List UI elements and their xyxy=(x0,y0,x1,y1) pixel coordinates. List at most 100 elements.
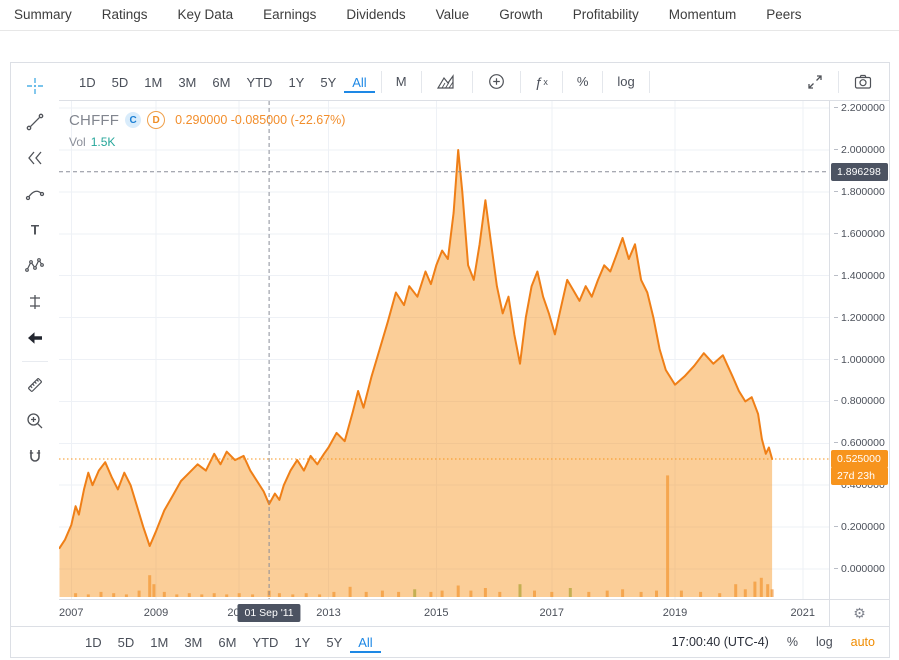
price-tick-label: 0.600000 xyxy=(834,437,885,449)
countdown-badge: 27d 23h xyxy=(831,467,888,485)
gear-icon[interactable]: ⚙ xyxy=(853,605,866,621)
current-price-badge: 0.525000 xyxy=(831,450,888,468)
log-scale-button[interactable]: log xyxy=(609,70,642,93)
log-scale-toggle[interactable]: log xyxy=(815,635,833,649)
svg-text:T: T xyxy=(31,223,40,238)
arrow-icon[interactable] xyxy=(18,322,52,354)
toolbar-divider xyxy=(22,361,48,362)
tab-value[interactable]: Value xyxy=(435,7,470,22)
time-tick-label: 2007 xyxy=(59,607,84,619)
price-tick-label: 1.200000 xyxy=(834,312,885,324)
compare-plus-icon[interactable] xyxy=(479,68,514,95)
tab-momentum[interactable]: Momentum xyxy=(668,7,737,22)
range-6m[interactable]: 6M xyxy=(204,71,238,93)
bottom-range-ytd[interactable]: YTD xyxy=(244,631,286,653)
price-tick-label: 2.200000 xyxy=(834,102,885,114)
tab-peers[interactable]: Peers xyxy=(766,7,802,22)
site-nav-tabs: Summary Ratings Key Data Earnings Dividends V… xyxy=(0,0,899,31)
bottom-range-1y[interactable]: 1Y xyxy=(286,631,318,653)
tab-earnings[interactable]: Earnings xyxy=(263,7,317,22)
toolbar-separator xyxy=(602,70,604,93)
time-tick-label: 2019 xyxy=(662,607,688,619)
time-tick-label: 2021 xyxy=(790,607,816,619)
time-tick-label: 2009 xyxy=(143,607,169,619)
price-chart[interactable] xyxy=(59,101,829,599)
toolbar-right xyxy=(798,68,881,96)
range-1m[interactable]: 1M xyxy=(136,71,170,93)
tab-growth[interactable]: Growth xyxy=(499,7,543,22)
tab-profitability[interactable]: Profitability xyxy=(572,7,639,22)
text-icon[interactable]: T xyxy=(18,214,52,246)
clock-display[interactable]: 17:00:40 (UTC-4) xyxy=(671,635,769,649)
bottom-range-6m[interactable]: 6M xyxy=(210,631,244,653)
interval-badge-icon[interactable]: D xyxy=(147,111,166,129)
drawing-toolbar: T xyxy=(11,63,59,626)
crosshair-price-badge: 1.896298 xyxy=(831,162,888,181)
crosshair-date-badge: 01 Sep '11 xyxy=(237,604,301,622)
toolbar-separator xyxy=(648,70,650,93)
toolbar-separator xyxy=(561,70,563,93)
tab-dividends[interactable]: Dividends xyxy=(346,7,406,22)
pattern-icon[interactable] xyxy=(18,250,52,282)
toolbar-separator xyxy=(838,70,839,93)
toolbar-separator xyxy=(519,70,521,93)
toolbar-separator xyxy=(420,70,422,93)
percent-scale-toggle[interactable]: % xyxy=(786,635,798,649)
range-all[interactable]: All xyxy=(344,71,375,93)
bottom-range-5d[interactable]: 5D xyxy=(110,631,143,653)
tab-ratings[interactable]: Ratings xyxy=(101,7,148,22)
crosshair-icon[interactable] xyxy=(18,70,52,102)
tab-summary[interactable]: Summary xyxy=(14,7,72,22)
range-ytd[interactable]: YTD xyxy=(238,71,280,93)
bottom-right-group: 17:00:40 (UTC-4) % log auto xyxy=(672,635,875,649)
range-5y[interactable]: 5Y xyxy=(312,71,344,93)
curve-icon[interactable] xyxy=(18,178,52,210)
price-tick-label: 0.800000 xyxy=(834,395,885,407)
percent-scale-button[interactable]: % xyxy=(569,70,597,93)
bottom-range-buttons: 1D 5D 1M 3M 6M YTD 1Y 5Y All xyxy=(77,631,381,653)
interval-button[interactable]: M xyxy=(388,70,415,93)
bottom-range-1m[interactable]: 1M xyxy=(142,631,176,653)
toolbar-separator xyxy=(471,70,473,93)
area-chart-icon[interactable] xyxy=(428,69,466,95)
price-tick-label: 1.800000 xyxy=(834,186,885,198)
axis-corner: ⚙ xyxy=(829,599,889,626)
chart-plot[interactable]: CHFFF C D 0.290000 -0.085000 (-22.67%) V… xyxy=(59,101,829,599)
trend-line-icon[interactable] xyxy=(18,106,52,138)
price-tick-label: 0.000000 xyxy=(834,563,885,575)
fx-x: x xyxy=(543,76,548,87)
price-tick-label: 1.600000 xyxy=(834,228,885,240)
price-axis[interactable]: 0.000000 0.200000 0.400000 0.600000 0.800000… xyxy=(829,101,889,599)
range-5d[interactable]: 5D xyxy=(104,71,137,93)
maximize-icon[interactable] xyxy=(798,69,832,95)
time-tick-label: 2013 xyxy=(316,607,341,619)
ruler-icon[interactable] xyxy=(18,369,52,401)
forecast-icon[interactable] xyxy=(18,286,52,318)
tab-key-data[interactable]: Key Data xyxy=(177,7,234,22)
chevrons-icon[interactable] xyxy=(18,142,52,174)
time-tick-label: 2017 xyxy=(539,607,565,619)
bottom-range-3m[interactable]: 3M xyxy=(176,631,210,653)
range-3m[interactable]: 3M xyxy=(170,71,204,93)
toolbar-separator xyxy=(380,70,382,93)
bottom-range-1d[interactable]: 1D xyxy=(77,631,110,653)
range-1y[interactable]: 1Y xyxy=(280,71,312,93)
range-buttons: 1D 5D 1M 3M 6M YTD 1Y 5Y All xyxy=(71,71,375,93)
time-tick-label: 2015 xyxy=(424,607,449,619)
magnet-icon[interactable] xyxy=(18,441,52,473)
auto-scale-toggle[interactable]: auto xyxy=(850,635,875,649)
chart-widget: T xyxy=(10,62,890,658)
price-tick-label: 1.400000 xyxy=(834,270,885,282)
zoom-in-icon[interactable] xyxy=(18,405,52,437)
fx-f: ƒ xyxy=(534,73,543,90)
camera-icon[interactable] xyxy=(845,68,881,96)
range-1d[interactable]: 1D xyxy=(71,71,104,93)
time-axis[interactable]: 20212019201720152013201120092007 01 Sep … xyxy=(59,599,829,626)
price-tick-label: 0.200000 xyxy=(834,521,885,533)
source-badge-icon[interactable]: C xyxy=(125,112,142,128)
bottom-range-all[interactable]: All xyxy=(350,631,381,653)
price-tick-label: 1.000000 xyxy=(834,354,885,366)
bottom-range-5y[interactable]: 5Y xyxy=(318,631,350,653)
